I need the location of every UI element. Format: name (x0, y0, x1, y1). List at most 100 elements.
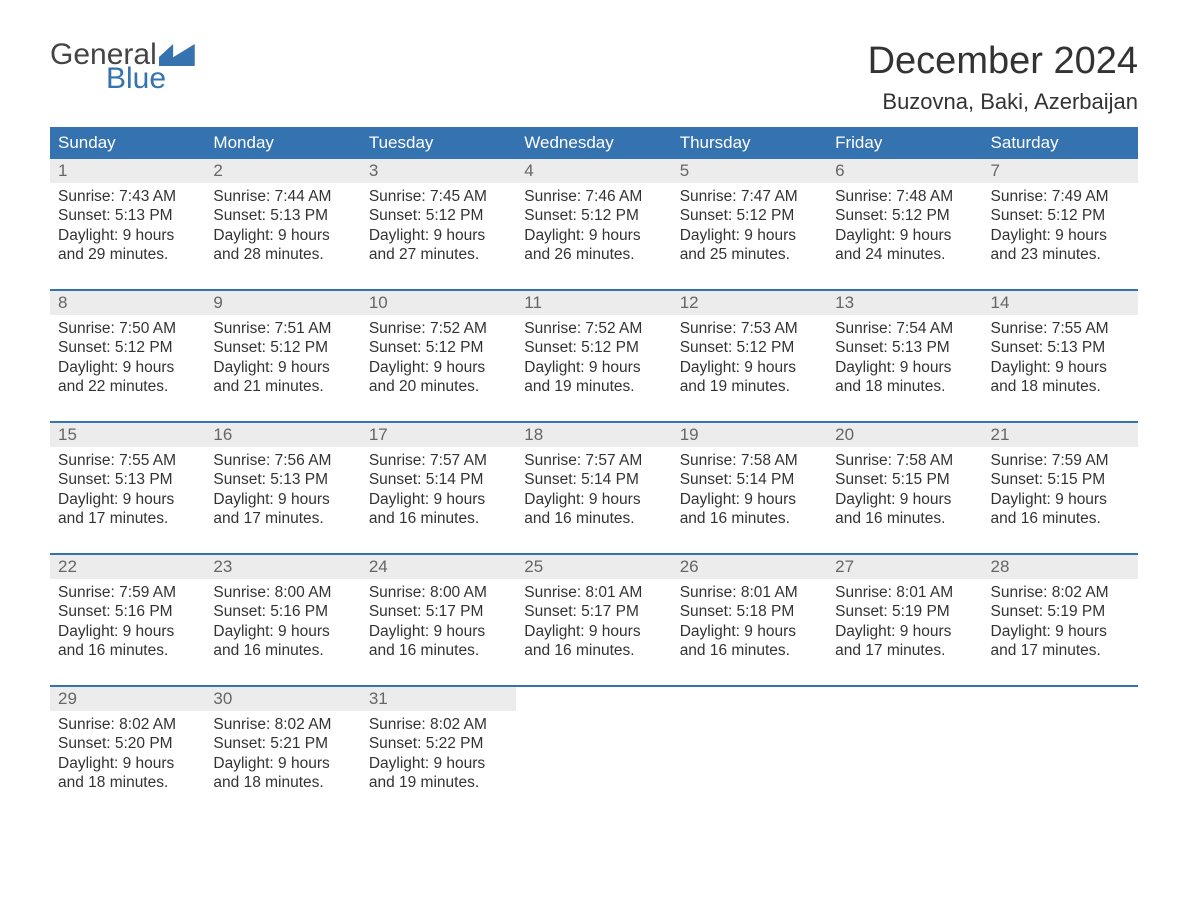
day-info: Sunrise: 7:47 AMSunset: 5:12 PMDaylight:… (672, 183, 827, 269)
day-cell: 4Sunrise: 7:46 AMSunset: 5:12 PMDaylight… (516, 159, 671, 279)
sunset-text: Sunset: 5:13 PM (58, 470, 197, 489)
location-label: Buzovna, Baki, Azerbaijan (868, 89, 1138, 115)
day-info: Sunrise: 7:57 AMSunset: 5:14 PMDaylight:… (516, 447, 671, 533)
daylight-line-1: Daylight: 9 hours (680, 490, 819, 509)
day-cell: 19 Sunrise: 7:58 AMSunset: 5:14 PMDayligh… (672, 423, 827, 543)
daylight-line-1: Daylight: 9 hours (369, 358, 508, 377)
day-cell: 11Sunrise: 7:52 AMSunset: 5:12 PMDayligh… (516, 291, 671, 411)
day-cell: 30Sunrise: 8:02 AMSunset: 5:21 PMDayligh… (205, 687, 360, 807)
day-number-row: 31 (361, 687, 516, 711)
day-number: 26 (680, 557, 699, 576)
day-info: Sunrise: 7:44 AMSunset: 5:13 PMDaylight:… (205, 183, 360, 269)
daylight-line-2: and 16 minutes. (991, 509, 1130, 528)
day-number-row: 12 (672, 291, 827, 315)
day-cell: 16Sunrise: 7:56 AMSunset: 5:13 PMDayligh… (205, 423, 360, 543)
sunset-text: Sunset: 5:21 PM (213, 734, 352, 753)
sunset-text: Sunset: 5:20 PM (58, 734, 197, 753)
daylight-line-1: Daylight: 9 hours (991, 622, 1130, 641)
sunrise-text: Sunrise: 7:50 AM (58, 319, 197, 338)
daylight-line-1: Daylight: 9 hours (213, 358, 352, 377)
day-info: Sunrise: 7:59 AMSunset: 5:15 PMDaylight:… (983, 447, 1138, 533)
sunset-text: Sunset: 5:14 PM (680, 470, 819, 489)
day-cell: 18 Sunrise: 7:57 AMSunset: 5:14 PMDayligh… (516, 423, 671, 543)
day-number-row: 27 (827, 555, 982, 579)
day-number: 25 (524, 557, 543, 576)
day-info: Sunrise: 7:58 AMSunset: 5:14 PMDaylight:… (672, 447, 827, 533)
day-number: 22 (58, 557, 77, 576)
day-cell: 26Sunrise: 8:01 AMSunset: 5:18 PMDayligh… (672, 555, 827, 675)
day-number: 31 (369, 689, 388, 708)
daylight-line-2: and 20 minutes. (369, 377, 508, 396)
day-number-row: 9 (205, 291, 360, 315)
day-number-row: 25 (516, 555, 671, 579)
day-number: 18 (524, 425, 543, 444)
day-info: Sunrise: 7:56 AMSunset: 5:13 PMDaylight:… (205, 447, 360, 533)
day-cell: 21Sunrise: 7:59 AMSunset: 5:15 PMDayligh… (983, 423, 1138, 543)
daylight-line-1: Daylight: 9 hours (524, 358, 663, 377)
daylight-line-2: and 22 minutes. (58, 377, 197, 396)
daylight-line-2: and 28 minutes. (213, 245, 352, 264)
day-cell: 17Sunrise: 7:57 AMSunset: 5:14 PMDayligh… (361, 423, 516, 543)
day-info: Sunrise: 7:51 AMSunset: 5:12 PMDaylight:… (205, 315, 360, 401)
daylight-line-2: and 26 minutes. (524, 245, 663, 264)
day-info: Sunrise: 7:58 AMSunset: 5:15 PMDaylight:… (827, 447, 982, 533)
day-number-row: 21 (983, 423, 1138, 447)
day-number-row: 13 (827, 291, 982, 315)
logo-flag-icon (159, 44, 195, 66)
daylight-line-2: and 18 minutes. (835, 377, 974, 396)
day-number: 5 (680, 161, 689, 180)
calendar: SundayMondayTuesdayWednesdayThursdayFrid… (50, 127, 1138, 807)
day-header: Monday (205, 127, 360, 159)
daylight-line-1: Daylight: 9 hours (369, 490, 508, 509)
daylight-line-1: Daylight: 9 hours (58, 622, 197, 641)
daylight-line-1: Daylight: 9 hours (991, 490, 1130, 509)
daylight-line-2: and 16 minutes. (213, 641, 352, 660)
day-number: 9 (213, 293, 222, 312)
day-info: Sunrise: 7:55 AMSunset: 5:13 PMDaylight:… (983, 315, 1138, 401)
day-info: Sunrise: 8:00 AMSunset: 5:16 PMDaylight:… (205, 579, 360, 665)
day-number-row: 30 (205, 687, 360, 711)
day-header: Saturday (983, 127, 1138, 159)
day-cell (672, 687, 827, 807)
daylight-line-1: Daylight: 9 hours (58, 754, 197, 773)
daylight-line-1: Daylight: 9 hours (58, 358, 197, 377)
day-number: 6 (835, 161, 844, 180)
day-number: 19 (680, 425, 699, 444)
day-number: 20 (835, 425, 854, 444)
week-row: 29Sunrise: 8:02 AMSunset: 5:20 PMDayligh… (50, 685, 1138, 807)
sunrise-text: Sunrise: 7:57 AM (369, 451, 508, 470)
day-number-row: 18 (516, 423, 671, 447)
daylight-line-2: and 24 minutes. (835, 245, 974, 264)
day-info: Sunrise: 7:57 AMSunset: 5:14 PMDaylight:… (361, 447, 516, 533)
daylight-line-1: Daylight: 9 hours (58, 226, 197, 245)
sunrise-text: Sunrise: 8:02 AM (58, 715, 197, 734)
daylight-line-1: Daylight: 9 hours (524, 490, 663, 509)
daylight-line-1: Daylight: 9 hours (213, 226, 352, 245)
sunrise-text: Sunrise: 8:00 AM (213, 583, 352, 602)
sunrise-text: Sunrise: 8:00 AM (369, 583, 508, 602)
daylight-line-2: and 19 minutes. (524, 377, 663, 396)
sunrise-text: Sunrise: 7:49 AM (991, 187, 1130, 206)
day-number-row: 23 (205, 555, 360, 579)
day-info: Sunrise: 7:50 AMSunset: 5:12 PMDaylight:… (50, 315, 205, 401)
daylight-line-1: Daylight: 9 hours (991, 358, 1130, 377)
daylight-line-1: Daylight: 9 hours (213, 490, 352, 509)
day-info: Sunrise: 7:54 AMSunset: 5:13 PMDaylight:… (827, 315, 982, 401)
day-info: Sunrise: 8:02 AMSunset: 5:21 PMDaylight:… (205, 711, 360, 797)
daylight-line-1: Daylight: 9 hours (213, 754, 352, 773)
day-number-row: 4 (516, 159, 671, 183)
day-number: 3 (369, 161, 378, 180)
daylight-line-1: Daylight: 9 hours (524, 226, 663, 245)
day-header: Thursday (672, 127, 827, 159)
day-number-row: 17 (361, 423, 516, 447)
sunset-text: Sunset: 5:12 PM (369, 338, 508, 357)
day-info: Sunrise: 7:52 AMSunset: 5:12 PMDaylight:… (516, 315, 671, 401)
day-info: Sunrise: 8:01 AMSunset: 5:17 PMDaylight:… (516, 579, 671, 665)
sunset-text: Sunset: 5:12 PM (524, 338, 663, 357)
day-cell: 28Sunrise: 8:02 AMSunset: 5:19 PMDayligh… (983, 555, 1138, 675)
day-number: 15 (58, 425, 77, 444)
day-number: 28 (991, 557, 1010, 576)
logo: General Blue (50, 40, 195, 94)
sunset-text: Sunset: 5:14 PM (369, 470, 508, 489)
sunrise-text: Sunrise: 7:55 AM (991, 319, 1130, 338)
